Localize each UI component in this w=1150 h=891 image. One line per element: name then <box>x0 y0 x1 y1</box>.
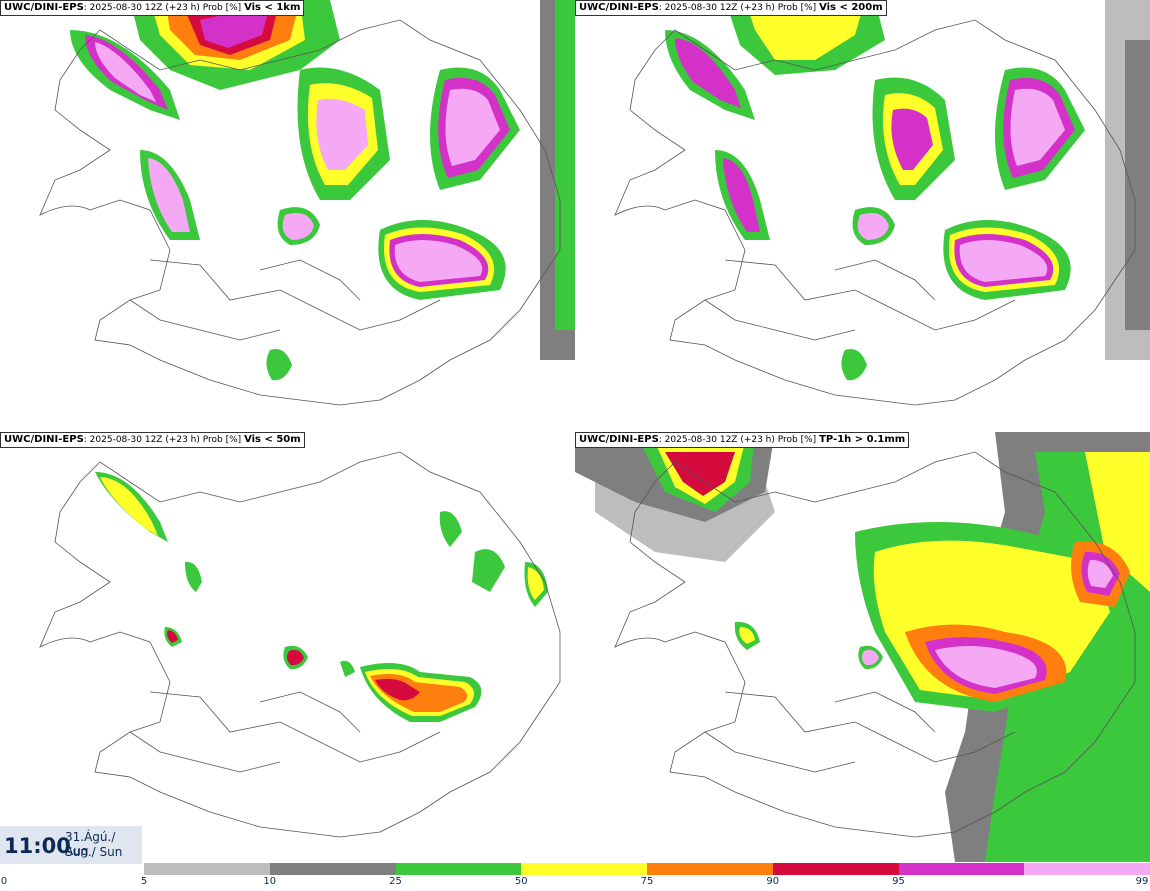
color-legend-ticks: 0 5 10 25 50 75 90 95 99 <box>0 876 1150 890</box>
probability-field <box>95 472 548 722</box>
legend-tick-label: 5 <box>140 876 148 887</box>
coastline <box>39 451 561 838</box>
panel-run-info: 2025-08-30 12Z (+23 h) Prob [%] <box>89 435 242 445</box>
legend-color-segment <box>395 863 522 875</box>
legend-color-segment <box>1024 863 1150 875</box>
panel-title: UWC/DINI-EPS: 2025-08-30 12Z (+23 h) Pro… <box>575 0 887 16</box>
panel-run-info: 2025-08-30 12Z (+23 h) Prob [%] <box>664 435 817 445</box>
legend-color-segment <box>772 863 899 875</box>
map-panel-vis-1km: UWC/DINI-EPS: 2025-08-30 12Z (+23 h) Pro… <box>0 0 575 430</box>
legend-tick-label: 25 <box>389 876 402 887</box>
legend-tick-label: 99 <box>1135 876 1149 887</box>
panel-source: UWC/DINI-EPS <box>4 2 84 13</box>
probability-field <box>665 0 1150 381</box>
panel-variable: Vis < 1km <box>244 2 301 13</box>
panel-variable: Vis < 50m <box>244 434 301 445</box>
panel-source: UWC/DINI-EPS <box>579 2 659 13</box>
forecast-map-vis-1km <box>39 0 575 406</box>
coastline <box>614 19 1136 406</box>
probability-field <box>575 432 1150 862</box>
coastline <box>39 19 561 406</box>
legend-tick-label: 0 <box>0 876 8 887</box>
valid-time-box: 11:00 31.Ágú./ Aug Sun./ Sun <box>0 826 142 864</box>
probability-field <box>70 0 575 381</box>
valid-date-line-2: Sun./ Sun <box>65 845 123 859</box>
map-panel-vis-200m: UWC/DINI-EPS: 2025-08-30 12Z (+23 h) Pro… <box>575 0 1150 430</box>
coastline <box>614 451 1136 838</box>
legend-color-segment <box>898 863 1025 875</box>
legend-color-segment <box>521 863 647 875</box>
legend-tick-label: 90 <box>766 876 780 887</box>
panel-variable: Vis < 200m <box>819 2 883 13</box>
valid-date-line-1: 31.Ágú./ Aug <box>65 830 116 858</box>
legend-color-segment <box>269 863 396 875</box>
legend-tick-label: 50 <box>514 876 528 887</box>
panel-title: UWC/DINI-EPS: 2025-08-30 12Z (+23 h) Pro… <box>0 0 305 16</box>
panel-source: UWC/DINI-EPS <box>579 434 659 445</box>
map-panel-vis-50m: UWC/DINI-EPS: 2025-08-30 12Z (+23 h) Pro… <box>0 432 575 862</box>
color-legend-bar <box>144 863 1150 875</box>
legend-tick-label: 95 <box>892 876 905 887</box>
legend-tick-label: 10 <box>263 876 277 887</box>
forecast-map-vis-200m <box>614 0 1150 406</box>
map-panel-tp-1h: UWC/DINI-EPS: 2025-08-30 12Z (+23 h) Pro… <box>575 432 1150 862</box>
legend-color-segment <box>647 863 773 875</box>
panel-source: UWC/DINI-EPS <box>4 434 84 445</box>
forecast-map-vis-50m <box>39 451 561 838</box>
panel-title: UWC/DINI-EPS: 2025-08-30 12Z (+23 h) Pro… <box>575 432 910 448</box>
legend-color-segment <box>144 863 270 875</box>
panel-variable: TP-1h > 0.1mm <box>819 434 906 445</box>
forecast-map-tp-1h <box>575 432 1150 862</box>
panel-run-info: 2025-08-30 12Z (+23 h) Prob [%] <box>664 3 817 13</box>
panel-run-info: 2025-08-30 12Z (+23 h) Prob [%] <box>89 3 242 13</box>
panel-title: UWC/DINI-EPS: 2025-08-30 12Z (+23 h) Pro… <box>0 432 305 448</box>
valid-time: 11:00 <box>4 834 71 858</box>
legend-tick-label: 75 <box>640 876 654 887</box>
